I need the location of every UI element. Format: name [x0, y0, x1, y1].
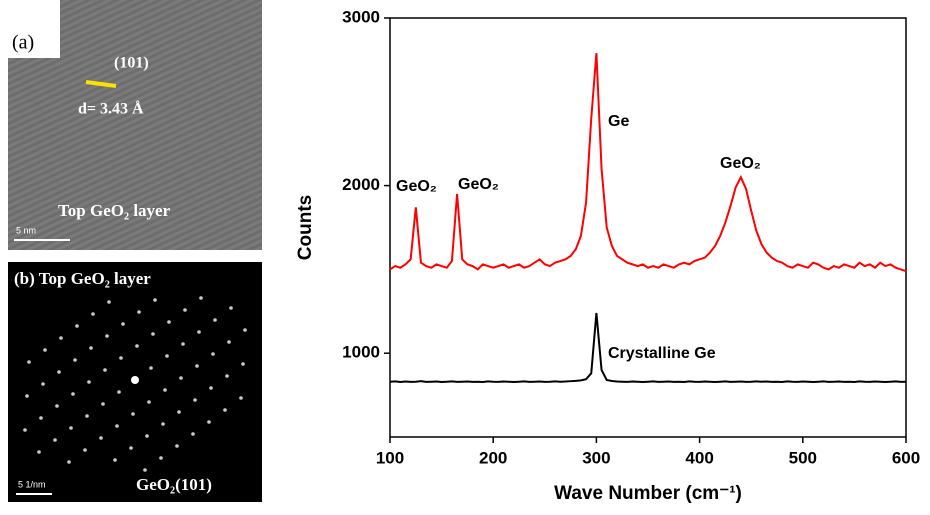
y-axis-label: Counts	[295, 195, 316, 260]
peak-annotation: Crystalline Ge	[608, 345, 716, 362]
spot	[117, 390, 121, 394]
spot	[41, 382, 45, 386]
spot	[121, 322, 125, 326]
spot	[23, 428, 27, 432]
x-tick-label: 500	[789, 448, 817, 467]
spot	[225, 374, 229, 378]
spot	[91, 312, 95, 316]
y-tick-label: 1000	[342, 343, 380, 362]
spot	[53, 438, 57, 442]
spot	[149, 366, 153, 370]
x-axis-label: Wave Number (cm⁻¹)	[554, 483, 742, 504]
spot	[57, 370, 61, 374]
spot	[213, 318, 217, 322]
spot	[207, 420, 211, 424]
spot	[113, 458, 117, 462]
spot	[197, 330, 201, 334]
spot	[71, 392, 75, 396]
spot	[153, 298, 157, 302]
spot	[131, 412, 135, 416]
y-tick-label: 3000	[342, 7, 380, 26]
spot	[163, 388, 167, 392]
spot	[69, 426, 73, 430]
spot	[59, 336, 63, 340]
peak-annotation: GeO₂	[720, 155, 761, 172]
spot	[145, 434, 149, 438]
spot	[119, 356, 123, 360]
pattern-caption: GeO₂(101)	[136, 475, 212, 494]
panel-a: (a) (101) d= 3.43 Å Top GeO₂ layer 5 nm	[8, 0, 262, 250]
spot	[101, 402, 105, 406]
spot	[161, 422, 165, 426]
scale-label: 5 nm	[16, 225, 36, 235]
spot	[227, 340, 231, 344]
spot	[73, 358, 77, 362]
spot	[27, 360, 31, 364]
spot	[25, 394, 29, 398]
spot	[239, 396, 243, 400]
spot	[99, 436, 103, 440]
spot	[85, 414, 89, 418]
spot	[183, 308, 187, 312]
panel-label: (b) Top GeO₂ layer	[14, 269, 151, 288]
spot	[243, 328, 247, 332]
spot	[37, 450, 41, 454]
panel-b: (b) Top GeO₂ layer GeO₂(101) 5 1/nm	[8, 262, 262, 502]
spot	[177, 410, 181, 414]
spot	[223, 408, 227, 412]
spot	[137, 310, 141, 314]
spot	[115, 424, 119, 428]
spot	[167, 320, 171, 324]
spot	[165, 354, 169, 358]
plane-label: (101)	[114, 55, 149, 72]
panel-label: (a)	[12, 32, 34, 54]
spot	[43, 348, 47, 352]
spot	[103, 368, 107, 372]
spectrum-chart: 1000 2000 3000 100 200 300 400 500 600 Wave Numbe…	[295, 7, 920, 504]
spot	[75, 324, 79, 328]
spot	[55, 404, 59, 408]
spot	[175, 444, 179, 448]
spot	[179, 376, 183, 380]
spot	[129, 446, 133, 450]
figure: (a) (101) d= 3.43 Å Top GeO₂ layer 5 nm …	[0, 0, 930, 510]
spot	[131, 376, 139, 384]
peak-annotation: Ge	[608, 113, 629, 130]
spot	[67, 460, 71, 464]
peak-annotation: GeO₂	[396, 178, 437, 195]
spot	[83, 448, 87, 452]
peak-annotation: GeO₂	[458, 176, 499, 193]
spot	[195, 364, 199, 368]
spot	[229, 306, 233, 310]
spectrum-line	[390, 53, 906, 271]
spot	[105, 334, 109, 338]
spot	[159, 456, 163, 460]
spot	[39, 416, 43, 420]
spot	[147, 400, 151, 404]
x-tick-label: 600	[892, 448, 920, 467]
scale-label: 5 1/nm	[18, 479, 46, 489]
spot	[209, 386, 213, 390]
spot	[87, 380, 91, 384]
spot	[199, 296, 203, 300]
x-tick-label: 300	[582, 448, 610, 467]
spot	[107, 300, 111, 304]
spot	[143, 468, 147, 472]
x-tick-label: 400	[685, 448, 713, 467]
spot	[135, 344, 139, 348]
spacing-label: d= 3.43 Å	[78, 100, 144, 118]
plot-frame	[390, 18, 906, 437]
x-tick-label: 100	[376, 448, 404, 467]
y-tick-label: 2000	[342, 175, 380, 194]
spot	[241, 362, 245, 366]
spot	[89, 346, 93, 350]
layer-caption: Top GeO₂ layer	[58, 201, 171, 220]
spot	[193, 398, 197, 402]
spot	[181, 342, 185, 346]
spot	[151, 332, 155, 336]
spot	[191, 432, 195, 436]
x-tick-label: 200	[479, 448, 507, 467]
spot	[211, 352, 215, 356]
